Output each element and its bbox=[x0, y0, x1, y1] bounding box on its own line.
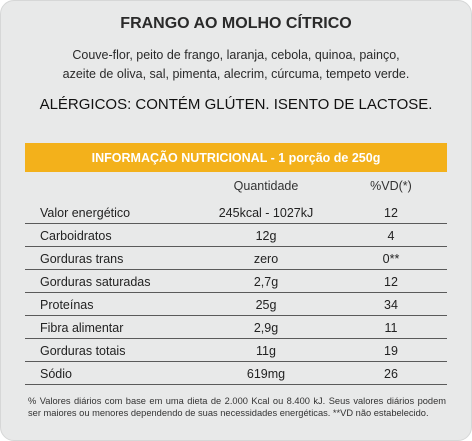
nutrient-quantity: 245kcal - 1027kJ bbox=[218, 206, 314, 220]
nutrient-vd: 4 bbox=[387, 229, 395, 243]
nutrient-quantity: 2,9g bbox=[253, 321, 279, 335]
nutrient-vd: 0** bbox=[382, 252, 400, 266]
nutrition-row: Gorduras saturadas 2,7g 12 bbox=[25, 270, 447, 293]
nutrition-header-band: INFORMAÇÃO NUTRICIONAL - 1 porção de 250… bbox=[25, 143, 447, 172]
nutrient-name: Carboidratos bbox=[40, 229, 112, 243]
daily-values-footnote: % Valores diários com base em uma dieta … bbox=[28, 396, 446, 418]
nutrient-vd: 19 bbox=[384, 344, 398, 358]
nutrition-row: Carboidratos 12g 4 bbox=[25, 224, 447, 247]
ingredients-list: Couve-flor, peito de frango, laranja, ce… bbox=[17, 46, 455, 84]
nutrient-vd: 12 bbox=[384, 206, 398, 220]
nutrient-name: Valor energético bbox=[40, 206, 131, 220]
nutrition-header-text: INFORMAÇÃO NUTRICIONAL - 1 porção de 250… bbox=[91, 150, 381, 165]
nutrient-vd: 26 bbox=[384, 367, 398, 381]
nutrient-quantity: zero bbox=[253, 252, 279, 266]
nutrient-quantity: 12g bbox=[255, 229, 277, 243]
nutrient-name: Fibra alimentar bbox=[40, 321, 124, 335]
nutrition-row: Valor energético 245kcal - 1027kJ 12 bbox=[25, 201, 447, 224]
nutrient-name: Gorduras saturadas bbox=[40, 275, 151, 289]
nutrition-row: Proteínas 25g 34 bbox=[25, 293, 447, 316]
nutrition-row: Gorduras totais 11g 19 bbox=[25, 339, 447, 362]
nutrient-quantity: 2,7g bbox=[253, 275, 279, 289]
nutrient-vd: 34 bbox=[384, 298, 398, 312]
nutrient-name: Gorduras totais bbox=[40, 344, 126, 358]
nutrient-vd: 12 bbox=[384, 275, 398, 289]
product-title: FRANGO AO MOLHO CÍTRICO bbox=[120, 15, 352, 32]
nutrition-row: Sódio 619mg 26 bbox=[25, 362, 447, 385]
column-header-quantity: Quantidade bbox=[233, 179, 299, 193]
ingredients-line-1: Couve-flor, peito de frango, laranja, ce… bbox=[72, 48, 400, 62]
nutrition-row: Gorduras trans zero 0** bbox=[25, 247, 447, 270]
nutrient-quantity: 619mg bbox=[246, 367, 286, 381]
nutrient-vd: 11 bbox=[384, 321, 398, 335]
nutrient-quantity: 25g bbox=[255, 298, 277, 312]
allergens-statement: ALÉRGICOS: CONTÉM GLÚTEN. ISENTO DE LACT… bbox=[39, 96, 433, 113]
nutrient-quantity: 11g bbox=[256, 344, 276, 358]
nutrient-name: Sódio bbox=[40, 367, 72, 381]
nutrient-name: Proteínas bbox=[40, 298, 94, 312]
nutrient-name: Gorduras trans bbox=[40, 252, 124, 266]
column-header-vd: %VD(*) bbox=[370, 179, 412, 193]
nutrition-row: Fibra alimentar 2,9g 11 bbox=[25, 316, 447, 339]
ingredients-line-2: azeite de oliva, sal, pimenta, alecrim, … bbox=[62, 67, 410, 81]
